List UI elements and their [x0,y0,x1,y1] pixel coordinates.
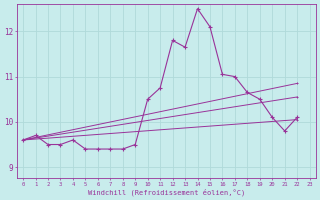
X-axis label: Windchill (Refroidissement éolien,°C): Windchill (Refroidissement éolien,°C) [88,188,245,196]
